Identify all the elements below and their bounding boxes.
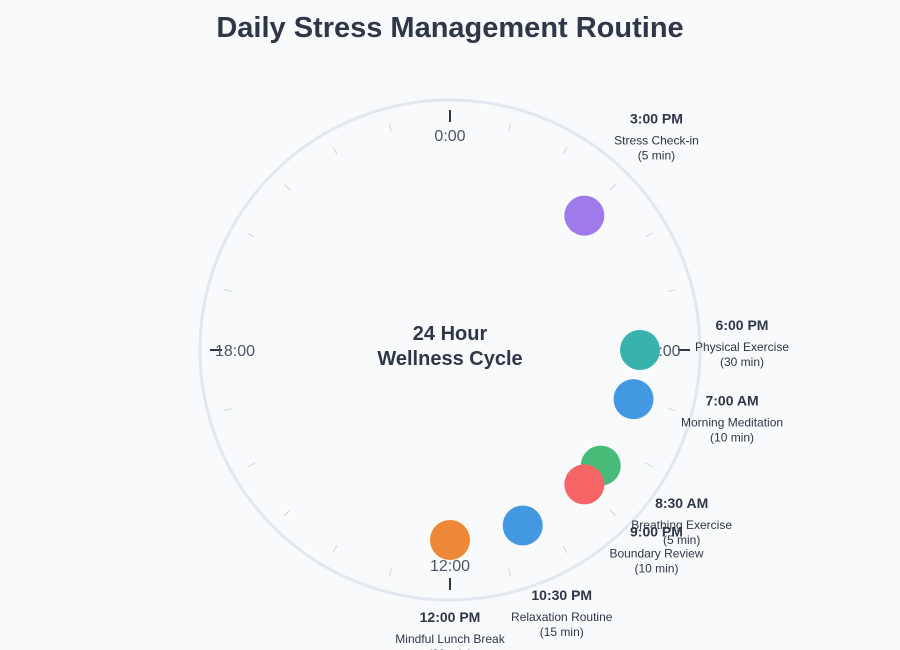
hour-label: 12:00 xyxy=(430,558,470,575)
activity-time: 6:00 PM xyxy=(716,317,769,333)
activity-duration: (10 min) xyxy=(710,431,754,445)
activity-marker[interactable] xyxy=(430,520,470,560)
activity-label: 9:00 PM Boundary Review(10 min) xyxy=(609,523,703,575)
minor-tick xyxy=(247,232,255,238)
activity-name: Relaxation Routine xyxy=(511,610,613,624)
minor-tick xyxy=(388,568,392,577)
minor-tick xyxy=(508,568,512,577)
activity-label: 6:00 PM Physical Exercise(30 min) xyxy=(695,317,789,369)
activity-markers xyxy=(430,195,660,560)
minor-tick xyxy=(609,509,616,516)
minor-tick xyxy=(508,123,512,132)
activity-duration: (5 min) xyxy=(638,149,675,163)
activity-time: 12:00 PM xyxy=(420,609,481,625)
activity-label: 10:30 PM Relaxation Routine(15 min) xyxy=(511,587,613,639)
clock-ticks xyxy=(210,110,690,590)
minor-tick xyxy=(284,509,291,516)
activity-time: 10:30 PM xyxy=(531,587,592,603)
activity-time: 8:30 AM xyxy=(655,495,708,511)
minor-tick xyxy=(645,232,653,238)
activity-time: 7:00 AM xyxy=(705,393,758,409)
center-title-line1: 24 Hour xyxy=(413,323,488,345)
activity-time: 9:00 PM xyxy=(630,523,683,539)
minor-tick xyxy=(609,184,616,191)
activity-name: Physical Exercise xyxy=(695,340,789,354)
minor-tick xyxy=(668,408,677,412)
activity-duration: (15 min) xyxy=(540,625,584,639)
minor-tick xyxy=(645,462,653,468)
activity-marker[interactable] xyxy=(564,195,605,236)
minor-tick xyxy=(332,147,338,155)
minor-tick xyxy=(332,545,338,553)
activity-name: Boundary Review xyxy=(609,546,703,560)
minor-tick xyxy=(223,408,232,412)
activity-name: Morning Meditation xyxy=(681,416,783,430)
minor-tick xyxy=(284,184,291,191)
activity-duration: (5 min) xyxy=(663,533,700,547)
activity-marker[interactable] xyxy=(502,505,543,546)
minor-tick xyxy=(562,147,568,155)
minor-tick xyxy=(668,288,677,292)
activity-duration: (10 min) xyxy=(634,561,678,575)
hour-label: 18:00 xyxy=(215,343,255,360)
center-title-line2: Wellness Cycle xyxy=(377,348,522,370)
activity-name: Breathing Exercise xyxy=(631,518,732,532)
minor-tick xyxy=(247,462,255,468)
minor-tick xyxy=(388,123,392,132)
activity-duration: (30 min) xyxy=(428,647,472,650)
activity-time: 3:00 PM xyxy=(630,111,683,127)
activity-marker[interactable] xyxy=(613,379,654,420)
hour-label: 0:00 xyxy=(434,128,465,145)
activity-label: 8:30 AM Breathing Exercise(5 min) xyxy=(631,495,732,547)
activity-marker[interactable] xyxy=(620,330,660,370)
clock-face xyxy=(198,98,702,602)
page-title: Daily Stress Management Routine xyxy=(216,12,684,44)
activity-label: 7:00 AM Morning Meditation(10 min) xyxy=(681,393,783,445)
activity-name: Mindful Lunch Break xyxy=(395,632,505,646)
activity-name: Stress Check-in xyxy=(614,134,699,148)
minor-tick xyxy=(223,288,232,292)
activity-label: 12:00 PM Mindful Lunch Break(30 min) xyxy=(395,609,505,650)
minor-tick xyxy=(562,545,568,553)
activity-marker[interactable] xyxy=(564,464,605,505)
activity-label: 3:00 PM Stress Check-in(5 min) xyxy=(614,111,699,163)
activity-duration: (30 min) xyxy=(720,355,764,369)
